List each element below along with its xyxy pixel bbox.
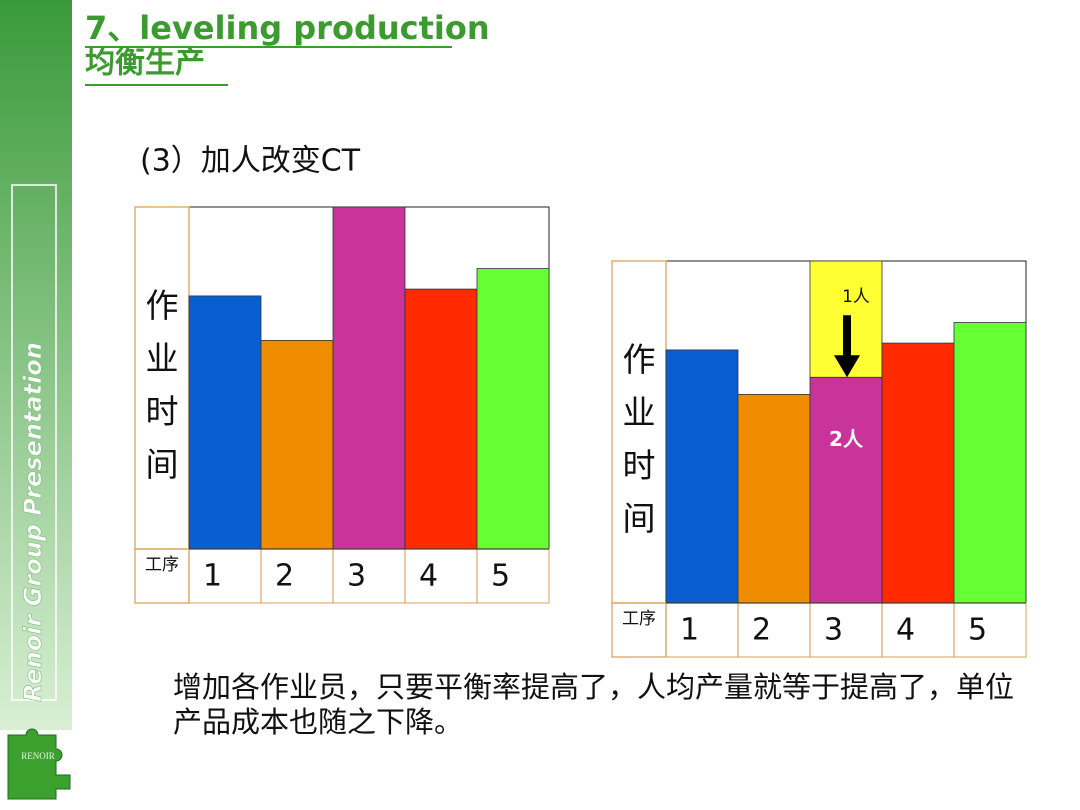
bar [404,288,478,550]
category-cell [188,548,262,604]
bar [809,376,883,604]
category-cell [476,548,550,604]
x-tick-label: 2 [275,559,294,594]
arrow [834,315,860,378]
x-tick-label: 3 [347,559,366,594]
category-cell [332,548,406,604]
category-cell [665,602,739,658]
x-axis-label: 工序 [145,555,179,575]
x-axis-label: 工序 [622,609,656,629]
x-tick-label: 4 [419,559,438,594]
bar [881,342,955,604]
bar [260,339,334,550]
x-tick-label: 5 [968,613,987,648]
sidebar-text: Renoir Group Presentation [19,342,47,702]
subtitle: 均衡生产 [85,46,205,81]
category-cell [881,602,955,658]
x-tick-label: 1 [203,559,222,594]
category-cell [404,548,478,604]
category-cell [260,548,334,604]
annotation: 1人 [842,287,870,307]
category-cell [737,602,811,658]
y-axis-label: 作业时间 [145,286,179,484]
sidebar-frame [11,184,57,701]
title: 7、leveling production [85,9,490,47]
y-axis-label: 作业时间 [622,340,656,538]
category-cell [953,602,1027,658]
category-cell [809,602,883,658]
x-tick-label: 2 [752,613,771,648]
logo [7,728,71,800]
x-tick-label: 3 [824,613,843,648]
section-title: (3）加人改变CT [140,144,361,179]
bar [953,322,1027,604]
bar [332,206,406,550]
x-tick-label: 4 [896,613,915,648]
bar [665,349,739,604]
x-tick-label: 5 [491,559,510,594]
logo-text: RENOIR [21,751,55,761]
bar [188,295,262,550]
caption: 增加各作业员，只要平衡率提高了，人均产量就等于提高了，单位产品成本也随之下降。 [173,670,1015,739]
bar [476,268,550,550]
annotation: 2人 [829,427,864,451]
x-tick-label: 1 [680,613,699,648]
bar [737,393,811,604]
